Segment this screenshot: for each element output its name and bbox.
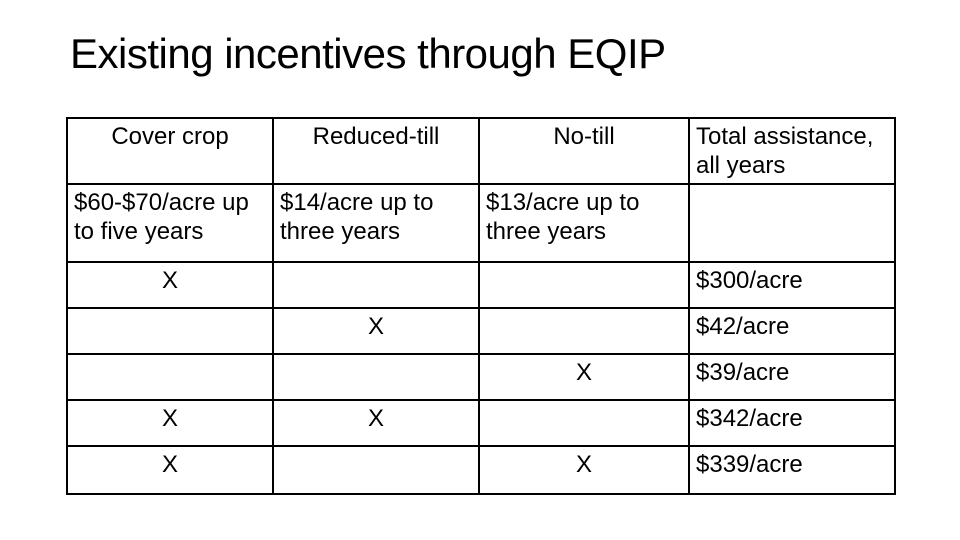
table-row-cover-crop-no-till: X X $339/acre <box>66 445 896 495</box>
total-cell: $42/acre <box>688 307 896 355</box>
x-mark-cell: X <box>272 307 480 355</box>
total-cell: $300/acre <box>688 261 896 309</box>
empty-cell <box>66 353 274 401</box>
empty-cell <box>272 261 480 309</box>
empty-cell <box>478 399 690 447</box>
x-mark-cell: X <box>66 261 274 309</box>
x-mark-cell: X <box>478 353 690 401</box>
x-mark-cell: X <box>66 445 274 495</box>
table-row-no-till-only: X $39/acre <box>66 353 896 401</box>
header-cell-no-till: No-till <box>478 117 690 185</box>
table-header-row: Cover crop Reduced-till No-till Total as… <box>66 117 896 185</box>
header-cell-cover-crop: Cover crop <box>66 117 274 185</box>
header-cell-reduced-till: Reduced-till <box>272 117 480 185</box>
empty-cell <box>478 307 690 355</box>
table-row-cover-crop-only: X $300/acre <box>66 261 896 309</box>
x-mark-cell: X <box>478 445 690 495</box>
rate-cell-total-empty <box>688 183 896 263</box>
header-cell-total-assistance: Total assistance, all years <box>688 117 896 185</box>
total-cell: $342/acre <box>688 399 896 447</box>
slide-title: Existing incentives through EQIP <box>70 30 666 77</box>
rate-cell-no-till: $13/acre up to three years <box>478 183 690 263</box>
incentives-table: Cover crop Reduced-till No-till Total as… <box>66 117 896 495</box>
rate-cell-reduced-till: $14/acre up to three years <box>272 183 480 263</box>
table-row-cover-crop-reduced-till: X X $342/acre <box>66 399 896 447</box>
total-cell: $39/acre <box>688 353 896 401</box>
rate-row: $60-$70/acre up to five years $14/acre u… <box>66 183 896 263</box>
x-mark-cell: X <box>66 399 274 447</box>
empty-cell <box>272 445 480 495</box>
total-cell: $339/acre <box>688 445 896 495</box>
table-row-reduced-till-only: X $42/acre <box>66 307 896 355</box>
rate-cell-cover-crop: $60-$70/acre up to five years <box>66 183 274 263</box>
empty-cell <box>478 261 690 309</box>
empty-cell <box>272 353 480 401</box>
x-mark-cell: X <box>272 399 480 447</box>
empty-cell <box>66 307 274 355</box>
